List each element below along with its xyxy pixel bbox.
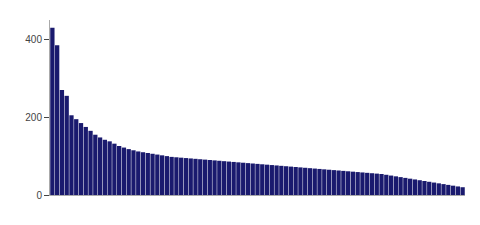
svg-text:400: 400 — [25, 34, 42, 45]
svg-text:200: 200 — [25, 112, 42, 123]
svg-text:0: 0 — [36, 190, 42, 201]
